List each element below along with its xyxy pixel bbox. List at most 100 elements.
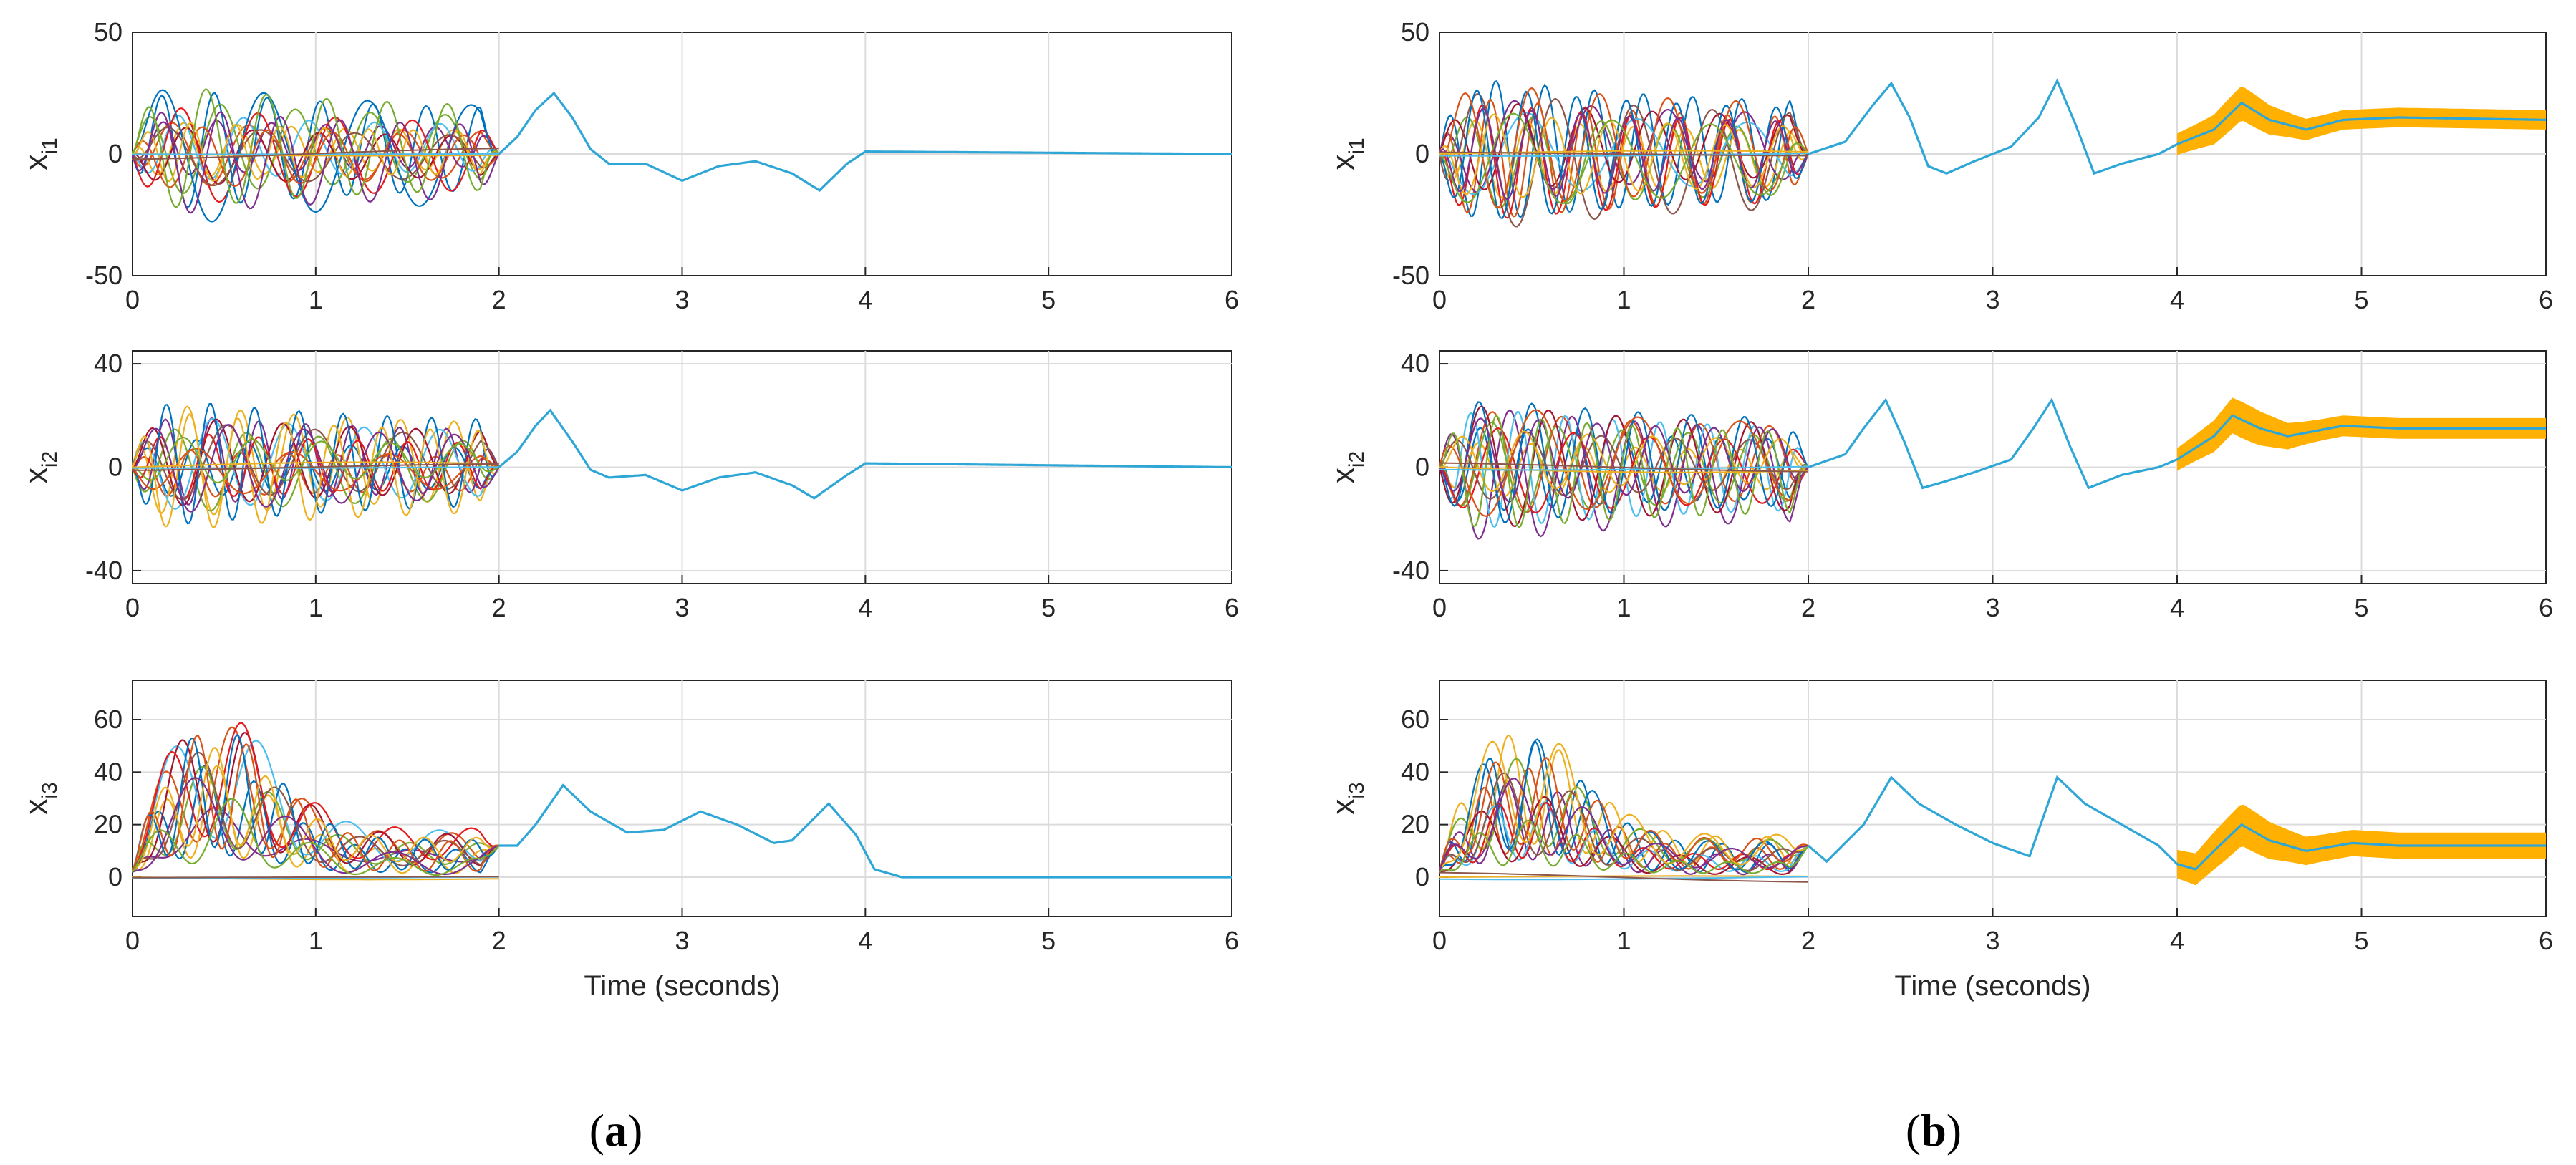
uncertainty-band [2177,397,2546,471]
agent-trajectory [1439,466,1809,473]
x-tick-label: 5 [2354,285,2368,314]
x-tick-label: 6 [1225,926,1239,955]
y-tick-label: 40 [94,349,122,378]
y-tick-label: 0 [1415,862,1429,891]
agent-trajectory [132,751,500,873]
uncertainty-band [2177,804,2546,886]
agent-trajectory [132,461,499,468]
agent-trajectory [132,413,500,528]
x-tick-label: 2 [1801,593,1815,622]
agent-trajectory [1439,112,1809,205]
agent-trajectory [132,777,500,876]
x-tick-label: 0 [1432,285,1447,314]
agent-trajectory [1439,462,1809,473]
y-tick-label: 40 [94,757,122,786]
x-tick-label: 0 [125,285,140,314]
y-tick-label: 0 [108,139,122,168]
agent-trajectory [132,89,499,223]
x-tick-label: 3 [675,926,689,955]
agent-trajectory [1439,796,1809,876]
consensus-trajectory [1808,397,2546,490]
y-tick-label: 40 [1401,349,1429,378]
agent-trajectory [1439,409,1809,517]
y-tick-label: 0 [1415,453,1429,482]
agent-trajectory [1439,871,1809,883]
y-axis-label: xi2 [19,451,62,483]
x-tick-label: 6 [2539,593,2553,622]
x-tick-label: 4 [858,926,872,955]
agent-trajectory [1439,417,1809,503]
agent-trajectory [132,126,500,187]
x-tick-label: 0 [1432,926,1447,955]
x-tick-label: 6 [1225,593,1239,622]
agent-trajectory [132,798,500,876]
agent-trajectory [1439,430,1809,493]
x-tick-label: 2 [1801,285,1815,314]
agent-trajectory [1439,87,1810,208]
agent-trajectory [1439,801,1809,873]
y-axis-label: xi1 [1326,137,1369,170]
x-tick-label: 3 [1985,285,1999,314]
consensus-trajectory [498,91,1232,193]
y-tick-label: 50 [94,17,122,47]
y-axis-label: xi1 [19,137,62,170]
agent-trajectory [132,466,499,469]
x-tick-label: 1 [309,285,323,314]
agent-trajectory [132,122,500,183]
x-tick-label: 5 [1041,593,1056,622]
x-tick-label: 1 [1616,593,1631,622]
x-tick-label: 4 [2170,926,2184,955]
x-tick-label: 5 [2354,926,2368,955]
agent-trajectory [132,449,500,498]
y-tick-label: -50 [1392,261,1429,290]
consensus-trajectory [498,783,1232,879]
agent-trajectory [132,424,500,501]
agent-trajectory [1439,740,1809,873]
y-axis-label: xi3 [1326,782,1369,814]
y-tick-label: 60 [94,705,122,734]
plot-area [1439,397,2546,540]
agent-trajectory [132,120,500,175]
panel-b-label: (b) [1906,1105,1962,1156]
agent-trajectory [1439,80,1809,218]
agent-trajectory [1439,90,1809,220]
x-tick-label: 2 [492,593,506,622]
y-tick-label: 40 [1401,757,1429,786]
plot-area [132,722,1232,881]
x-tick-label: 3 [675,593,689,622]
x-tick-label: 3 [1985,593,1999,622]
plot-area [1439,78,2546,228]
x-tick-label: 0 [125,926,140,955]
consensus-trajectory [1808,78,2546,175]
x-tick-label: 5 [1041,926,1056,955]
x-tick-label: 0 [125,593,140,622]
x-tick-label: 2 [492,285,506,314]
y-axis-label: xi3 [19,782,62,814]
agent-trajectory [1439,778,1809,873]
x-tick-label: 0 [1432,593,1447,622]
x-tick-label: 5 [1041,285,1056,314]
agent-trajectory [132,463,499,471]
y-tick-label: 0 [108,453,122,482]
y-tick-label: 20 [94,810,122,839]
x-tick-label: 6 [2539,926,2553,955]
agent-trajectory [1439,414,1809,528]
y-tick-label: 50 [1401,17,1429,47]
agent-trajectory [1439,772,1809,873]
x-tick-label: 1 [1616,285,1631,314]
panel-a-label: (a) [589,1105,643,1156]
agent-trajectory [132,88,500,208]
plot-area [132,88,1232,223]
x-tick-label: 4 [858,593,872,622]
x-tick-label: 6 [1225,285,1239,314]
agent-trajectory [1439,153,1809,157]
x-tick-label: 4 [858,285,872,314]
x-tick-label: 5 [2354,593,2368,622]
consensus-trajectory [1807,775,2546,871]
y-tick-label: -40 [85,556,122,585]
x-tick-label: 4 [2170,593,2184,622]
y-tick-label: 0 [1415,139,1429,168]
